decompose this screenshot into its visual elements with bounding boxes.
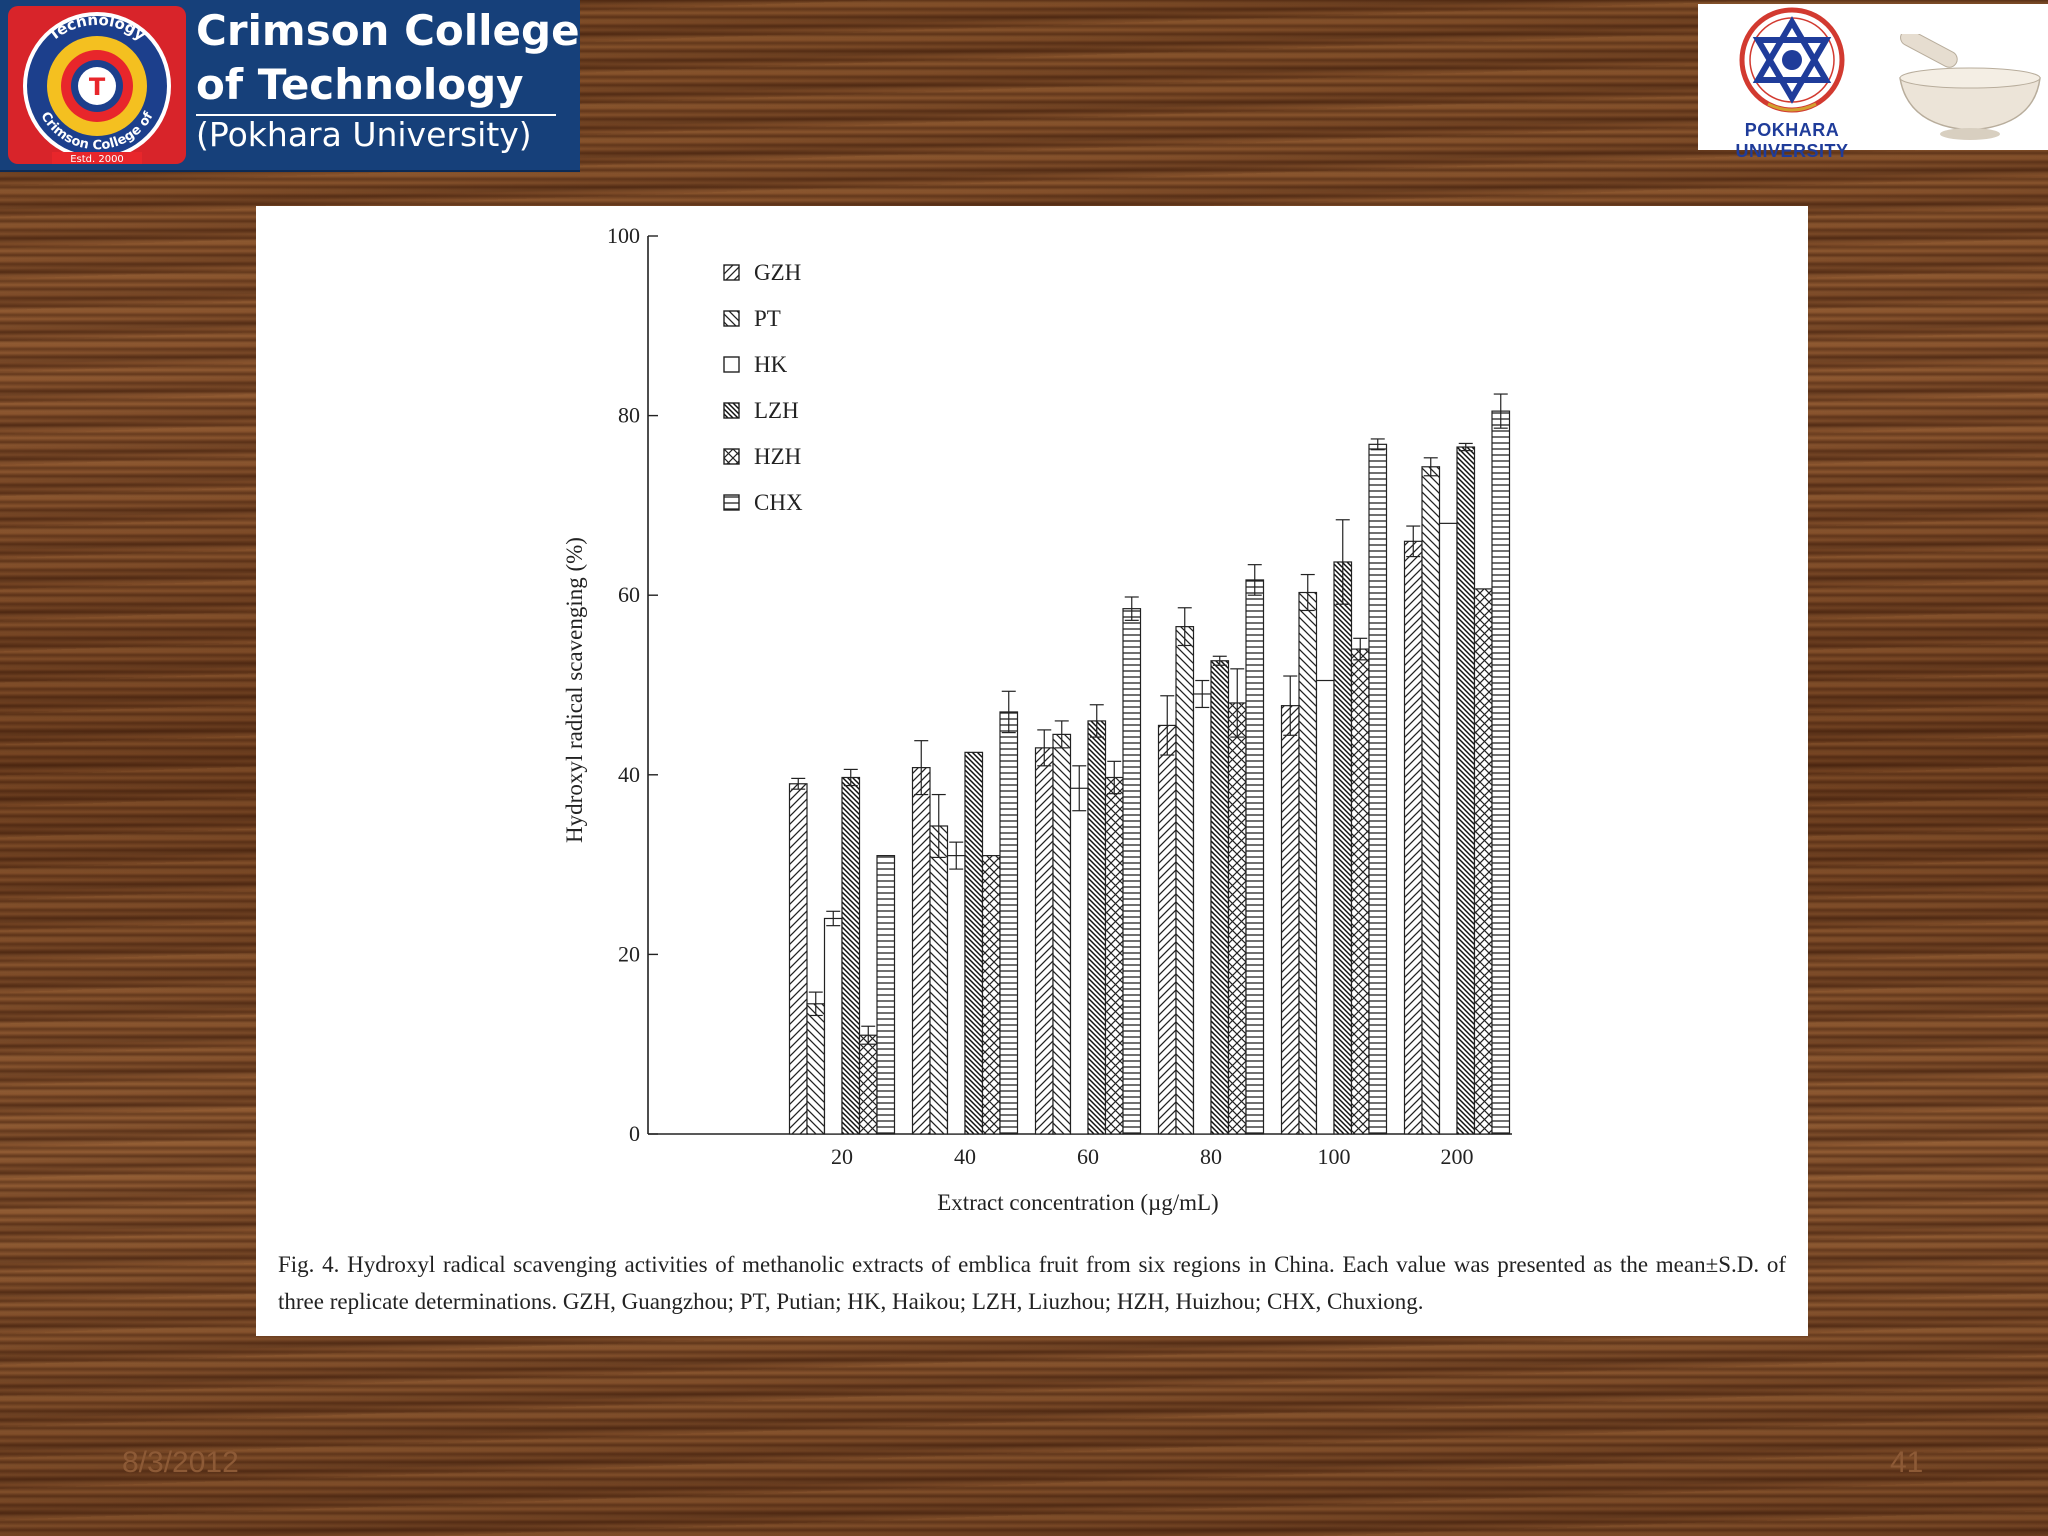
legend-swatch [723, 264, 740, 281]
bar [1069, 787, 1089, 1135]
bar [981, 855, 1001, 1135]
legend-label: LZH [754, 398, 799, 423]
bar [1421, 466, 1441, 1135]
y-tick-label: 40 [618, 762, 640, 787]
bar [1245, 579, 1265, 1135]
legend-label: HK [754, 352, 788, 377]
bar [1333, 561, 1353, 1135]
college-seal-logo: T Technology Crimson College of Estd. 20… [8, 6, 186, 164]
university-label: POKHARA UNIVERSITY [1735, 120, 1849, 161]
bar [806, 1003, 826, 1135]
bar [1104, 776, 1124, 1135]
legend-label: CHX [754, 490, 803, 515]
legend-swatch [723, 494, 740, 511]
university-emblem-icon [1739, 7, 1845, 113]
bar [964, 751, 984, 1135]
figure-caption: Fig. 4. Hydroxyl radical scavenging acti… [278, 1252, 1786, 1314]
legend-swatch [723, 402, 740, 419]
college-name-line1: Crimson College [196, 6, 580, 55]
bar [911, 767, 931, 1135]
chart-bars [788, 393, 1511, 1135]
slide-date: 8/3/2012 [122, 1446, 239, 1479]
college-name-line2: of Technology [196, 60, 524, 109]
y-axis-label: Hydroxyl radical scavenging (%) [562, 537, 587, 843]
bar [1473, 588, 1493, 1135]
college-seal-icon: T Technology Crimson College of Estd. 20… [23, 11, 171, 164]
slide-number: 41 [1890, 1446, 1924, 1479]
bar-chart: 0 20 40 60 80 100 20 40 60 80 100 200 GZH PT HK LZH HZH… [562, 223, 1512, 1215]
bar [999, 711, 1019, 1135]
legend-label: PT [754, 306, 781, 331]
x-tick-label: 80 [1200, 1144, 1222, 1169]
bar [1034, 747, 1054, 1135]
legend-swatch [723, 448, 740, 465]
bar [1227, 702, 1247, 1135]
mortar-pestle-icon [1899, 34, 2041, 140]
bar [1157, 724, 1177, 1135]
bar [1175, 626, 1195, 1135]
chart-legend: GZH PT HK LZH HZH CHX [723, 260, 803, 515]
bar [1210, 660, 1230, 1135]
bar [1052, 733, 1072, 1135]
x-tick-label: 20 [831, 1144, 853, 1169]
university-logo: POKHARA UNIVERSITY [1698, 4, 2048, 161]
x-tick-label: 60 [1077, 1144, 1099, 1169]
y-tick-label: 20 [618, 941, 640, 966]
bar [1403, 540, 1423, 1135]
bar [1438, 522, 1458, 1135]
bar [1122, 608, 1142, 1135]
bar [1298, 591, 1318, 1135]
bar [1280, 705, 1300, 1135]
figure-panel: 0 20 40 60 80 100 20 40 60 80 100 200 GZH PT HK LZH HZH… [256, 206, 1808, 1336]
bar [1368, 443, 1388, 1135]
svg-text:T: T [89, 73, 106, 101]
y-tick-label: 60 [618, 582, 640, 607]
bar [946, 855, 966, 1135]
college-name-line3: (Pokhara University) [196, 115, 532, 154]
bar [1491, 410, 1511, 1135]
y-tick-label: 80 [618, 403, 640, 428]
bar [823, 917, 843, 1135]
legend-swatch [723, 310, 740, 327]
seal-estd: Estd. 2000 [70, 154, 124, 164]
bar [876, 855, 896, 1135]
legend-label: GZH [754, 260, 801, 285]
x-tick-label: 200 [1441, 1144, 1474, 1169]
bar [1087, 720, 1107, 1135]
x-axis-label: Extract concentration (µg/mL) [937, 1190, 1218, 1215]
bar [858, 1034, 878, 1135]
bar [1192, 693, 1212, 1135]
bar [1315, 679, 1335, 1135]
bar [929, 825, 949, 1135]
x-tick-label: 40 [954, 1144, 976, 1169]
bar [1456, 446, 1476, 1135]
bar [841, 776, 861, 1135]
x-tick-label: 100 [1318, 1144, 1351, 1169]
bar [788, 783, 808, 1135]
y-tick-label: 0 [629, 1121, 640, 1146]
legend-swatch [723, 356, 740, 373]
college-name: Crimson College of Technology (Pokhara U… [196, 4, 580, 158]
bar [1350, 648, 1370, 1135]
legend-label: HZH [754, 444, 801, 469]
y-tick-label: 100 [607, 223, 640, 248]
brand-divider [196, 114, 556, 116]
college-header: T Technology Crimson College of Estd. 20… [0, 0, 580, 172]
